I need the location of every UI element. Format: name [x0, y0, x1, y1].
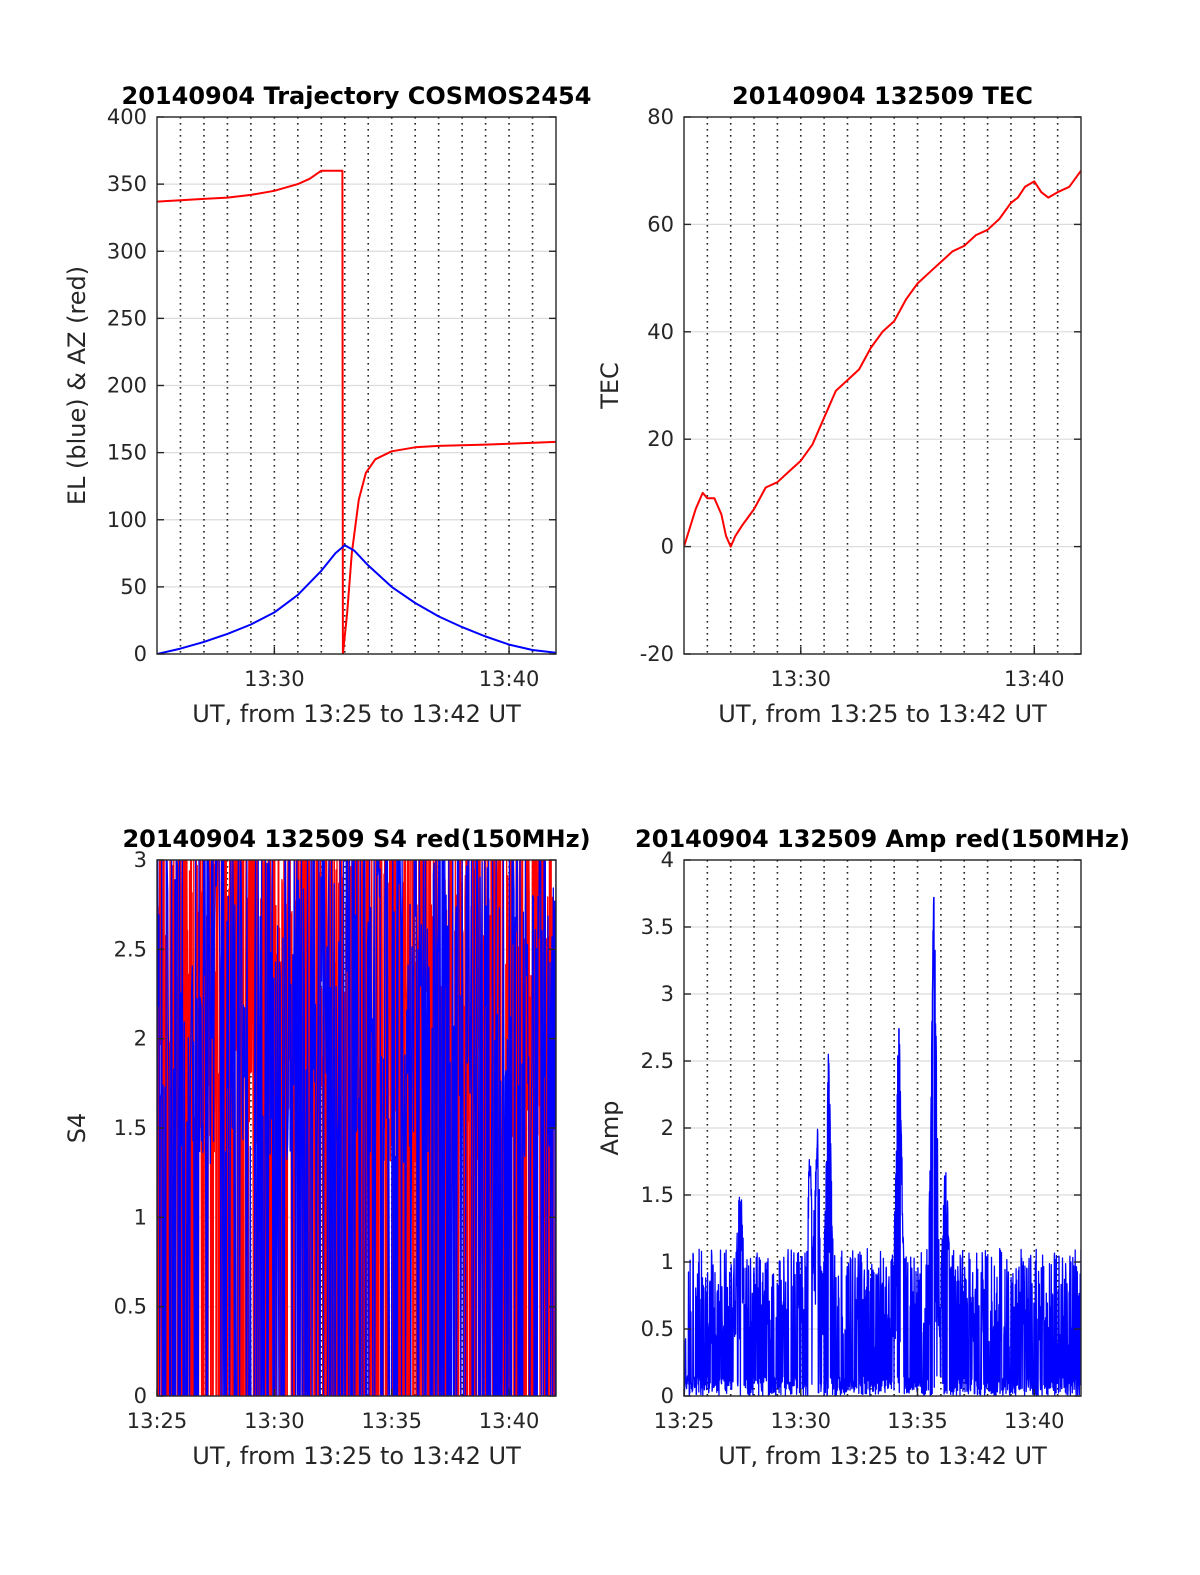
ytick-label: 2: [134, 1027, 147, 1051]
ytick-label: 0.5: [114, 1295, 147, 1319]
ytick-label: 300: [107, 239, 147, 263]
xtick-label: 13:40: [1004, 1409, 1065, 1433]
xtick-label: 13:30: [244, 1409, 305, 1433]
y-axis-label: Amp: [596, 1100, 624, 1155]
plot-area: [684, 170, 1081, 548]
ytick-label: 0: [661, 1384, 674, 1408]
ytick-label: 0: [661, 535, 674, 559]
ytick-label: 3.5: [641, 915, 674, 939]
xtick-label: 13:25: [127, 1409, 188, 1433]
series-line-1: [157, 860, 556, 1396]
ytick-label: 350: [107, 172, 147, 196]
ytick-label: 0.5: [641, 1317, 674, 1341]
ytick-label: 1: [134, 1205, 147, 1229]
ytick-label: 150: [107, 441, 147, 465]
ytick-label: 400: [107, 105, 147, 129]
xtick-label: 13:35: [887, 1409, 948, 1433]
chart-title: 20140904 Trajectory COSMOS2454: [122, 82, 592, 110]
tec-chart: -20 0 20 40 60 80 13:30 13:40 20140904 132509 TE…: [596, 82, 1082, 728]
ytick-label: -20: [640, 642, 674, 666]
ytick-label: 2.5: [641, 1049, 674, 1073]
xtick-label: 13:40: [479, 1409, 540, 1433]
ytick-label: 3: [661, 982, 674, 1006]
ytick-label: 40: [647, 320, 674, 344]
ytick-label: 20: [647, 427, 674, 451]
xtick-label: 13:40: [1004, 667, 1065, 691]
chart-title: 20140904 132509 Amp red(150MHz): [635, 825, 1130, 853]
xtick-label: 13:35: [361, 1409, 422, 1433]
axes-box: [683, 116, 1082, 655]
plot-area: [157, 169, 556, 654]
xtick-label: 13:30: [770, 1409, 831, 1433]
plot-area: [684, 896, 1081, 1396]
xtick-label: 13:30: [244, 667, 305, 691]
plot-area: [157, 860, 556, 1396]
chart-title: 20140904 132509 S4 red(150MHz): [122, 825, 590, 853]
amp-chart: 0 0.5 1 1.5 2 2.5 3 3.5 4 13:25 13:30 13:35 13:40 201…: [596, 825, 1130, 1470]
ytick-label: 0: [134, 642, 147, 666]
xtick-label: 13:30: [770, 667, 831, 691]
ytick-label: 1: [661, 1250, 674, 1274]
trajectory-chart: 0 50 100 150 200 250 300 350 400 13:30 13:40 201409…: [63, 82, 591, 728]
y-axis-label: EL (blue) & AZ (red): [63, 266, 91, 505]
chart-title: 20140904 132509 TEC: [732, 82, 1033, 110]
ytick-label: 2: [661, 1116, 674, 1140]
ytick-label: 100: [107, 508, 147, 532]
ytick-label: 0: [134, 1384, 147, 1408]
series-line-1: [157, 544, 556, 654]
ytick-label: 250: [107, 306, 147, 330]
ytick-label: 60: [647, 212, 674, 236]
ytick-label: 4: [661, 848, 674, 872]
ytick-label: 1.5: [114, 1116, 147, 1140]
xtick-label: 13:40: [479, 667, 540, 691]
x-axis-label: UT, from 13:25 to 13:42 UT: [192, 1442, 521, 1470]
ytick-label: 200: [107, 374, 147, 398]
x-axis-label: UT, from 13:25 to 13:42 UT: [192, 700, 521, 728]
ytick-label: 2.5: [114, 937, 147, 961]
ytick-label: 1.5: [641, 1183, 674, 1207]
series-line-0: [684, 896, 1081, 1396]
y-axis-label: S4: [63, 1113, 91, 1144]
series-line-0: [157, 169, 556, 654]
ytick-label: 50: [120, 575, 147, 599]
s4-chart: 0 0.5 1 1.5 2 2.5 3 13:25 13:30 13:35 13:40 2014090…: [63, 825, 591, 1470]
x-axis-label: UT, from 13:25 to 13:42 UT: [718, 1442, 1047, 1470]
ytick-label: 3: [134, 848, 147, 872]
x-axis-label: UT, from 13:25 to 13:42 UT: [718, 700, 1047, 728]
xtick-label: 13:25: [654, 1409, 715, 1433]
ytick-label: 80: [647, 105, 674, 129]
series-line-0: [684, 170, 1081, 548]
y-axis-label: TEC: [596, 362, 624, 410]
